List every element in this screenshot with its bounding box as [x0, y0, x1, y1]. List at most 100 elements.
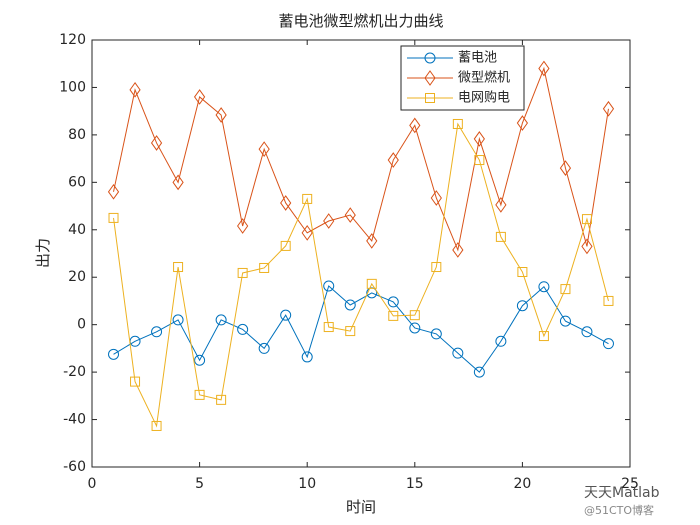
- marker: [603, 295, 614, 306]
- marker: [409, 117, 421, 134]
- marker: [495, 197, 507, 213]
- x-tick-label: 15: [406, 476, 424, 492]
- legend-marker: [425, 93, 435, 103]
- x-tick-label: 10: [298, 476, 316, 492]
- y-tick-label: -20: [63, 364, 86, 380]
- y-tick-label: 20: [68, 269, 86, 285]
- marker: [388, 310, 399, 321]
- marker: [301, 225, 313, 241]
- marker: [237, 323, 249, 335]
- marker: [280, 309, 292, 321]
- marker: [280, 195, 292, 211]
- marker: [344, 207, 356, 223]
- marker: [259, 262, 270, 273]
- y-tick-label: 80: [68, 127, 86, 143]
- marker: [602, 100, 615, 117]
- x-tick-label: 5: [195, 476, 204, 492]
- watermark: @51CTO博客: [584, 503, 654, 517]
- marker: [560, 284, 571, 295]
- series-line: [113, 122, 609, 428]
- marker: [473, 366, 485, 378]
- marker: [473, 131, 485, 147]
- legend-label: 电网购电: [458, 90, 510, 106]
- marker: [173, 262, 184, 273]
- y-axis-label: 出力: [34, 238, 52, 268]
- marker: [301, 351, 313, 363]
- marker: [172, 314, 184, 326]
- marker: [129, 81, 141, 98]
- marker: [559, 160, 572, 176]
- marker: [151, 326, 163, 338]
- marker: [151, 420, 162, 431]
- legend-marker: [424, 52, 436, 64]
- marker: [258, 141, 270, 157]
- marker: [517, 267, 528, 278]
- marker: [452, 347, 464, 359]
- y-tick-label: 120: [59, 32, 86, 48]
- marker: [258, 342, 270, 354]
- legend-label: 微型燃机: [458, 70, 510, 86]
- marker: [194, 354, 206, 366]
- series-line: [113, 66, 609, 252]
- marker: [215, 107, 227, 123]
- marker: [516, 300, 528, 312]
- marker: [108, 348, 120, 360]
- chart-title: 蓄电池微型燃机出力曲线: [278, 12, 443, 30]
- marker: [516, 115, 529, 131]
- marker: [216, 394, 227, 405]
- marker: [430, 190, 442, 206]
- y-tick-label: 100: [59, 79, 86, 95]
- marker: [366, 233, 378, 249]
- y-tick-label: 60: [68, 174, 86, 190]
- marker: [280, 240, 291, 251]
- marker: [430, 328, 442, 340]
- marker: [323, 213, 335, 229]
- x-tick-label: 20: [513, 476, 531, 492]
- x-axis-label: 时间: [346, 498, 376, 516]
- marker: [538, 331, 549, 342]
- y-tick-label: 0: [77, 317, 86, 333]
- legend-label: 蓄电池: [458, 51, 497, 66]
- marker: [237, 218, 249, 234]
- marker: [237, 267, 248, 278]
- marker: [344, 299, 356, 311]
- x-tick-label: 0: [88, 476, 97, 492]
- marker: [108, 212, 119, 223]
- marker: [559, 315, 571, 327]
- marker: [538, 60, 550, 77]
- marker: [431, 262, 442, 273]
- marker: [172, 174, 184, 191]
- marker: [130, 376, 141, 387]
- marker: [452, 118, 463, 129]
- marker: [495, 335, 507, 347]
- marker: [474, 155, 485, 166]
- y-tick-label: -60: [63, 459, 86, 475]
- y-tick-label: 40: [68, 222, 86, 238]
- marker: [495, 231, 506, 242]
- watermark: 天天Matlab: [584, 485, 660, 501]
- marker: [452, 242, 464, 258]
- marker: [193, 89, 206, 105]
- marker: [581, 326, 593, 338]
- marker: [302, 193, 313, 204]
- marker: [409, 322, 421, 334]
- marker: [409, 310, 420, 321]
- marker: [366, 278, 377, 289]
- marker: [345, 326, 356, 337]
- y-tick-label: -40: [63, 412, 86, 428]
- marker: [581, 238, 593, 255]
- marker: [387, 296, 399, 308]
- x-tick-label: 25: [621, 476, 639, 492]
- marker: [581, 214, 592, 225]
- marker: [194, 389, 205, 400]
- plot-area: [91, 39, 631, 468]
- marker: [538, 281, 550, 293]
- marker: [150, 135, 163, 151]
- marker: [602, 338, 614, 350]
- marker: [387, 152, 399, 168]
- legend-marker: [424, 70, 436, 86]
- marker: [215, 314, 227, 326]
- marker: [323, 322, 334, 333]
- marker: [107, 183, 120, 200]
